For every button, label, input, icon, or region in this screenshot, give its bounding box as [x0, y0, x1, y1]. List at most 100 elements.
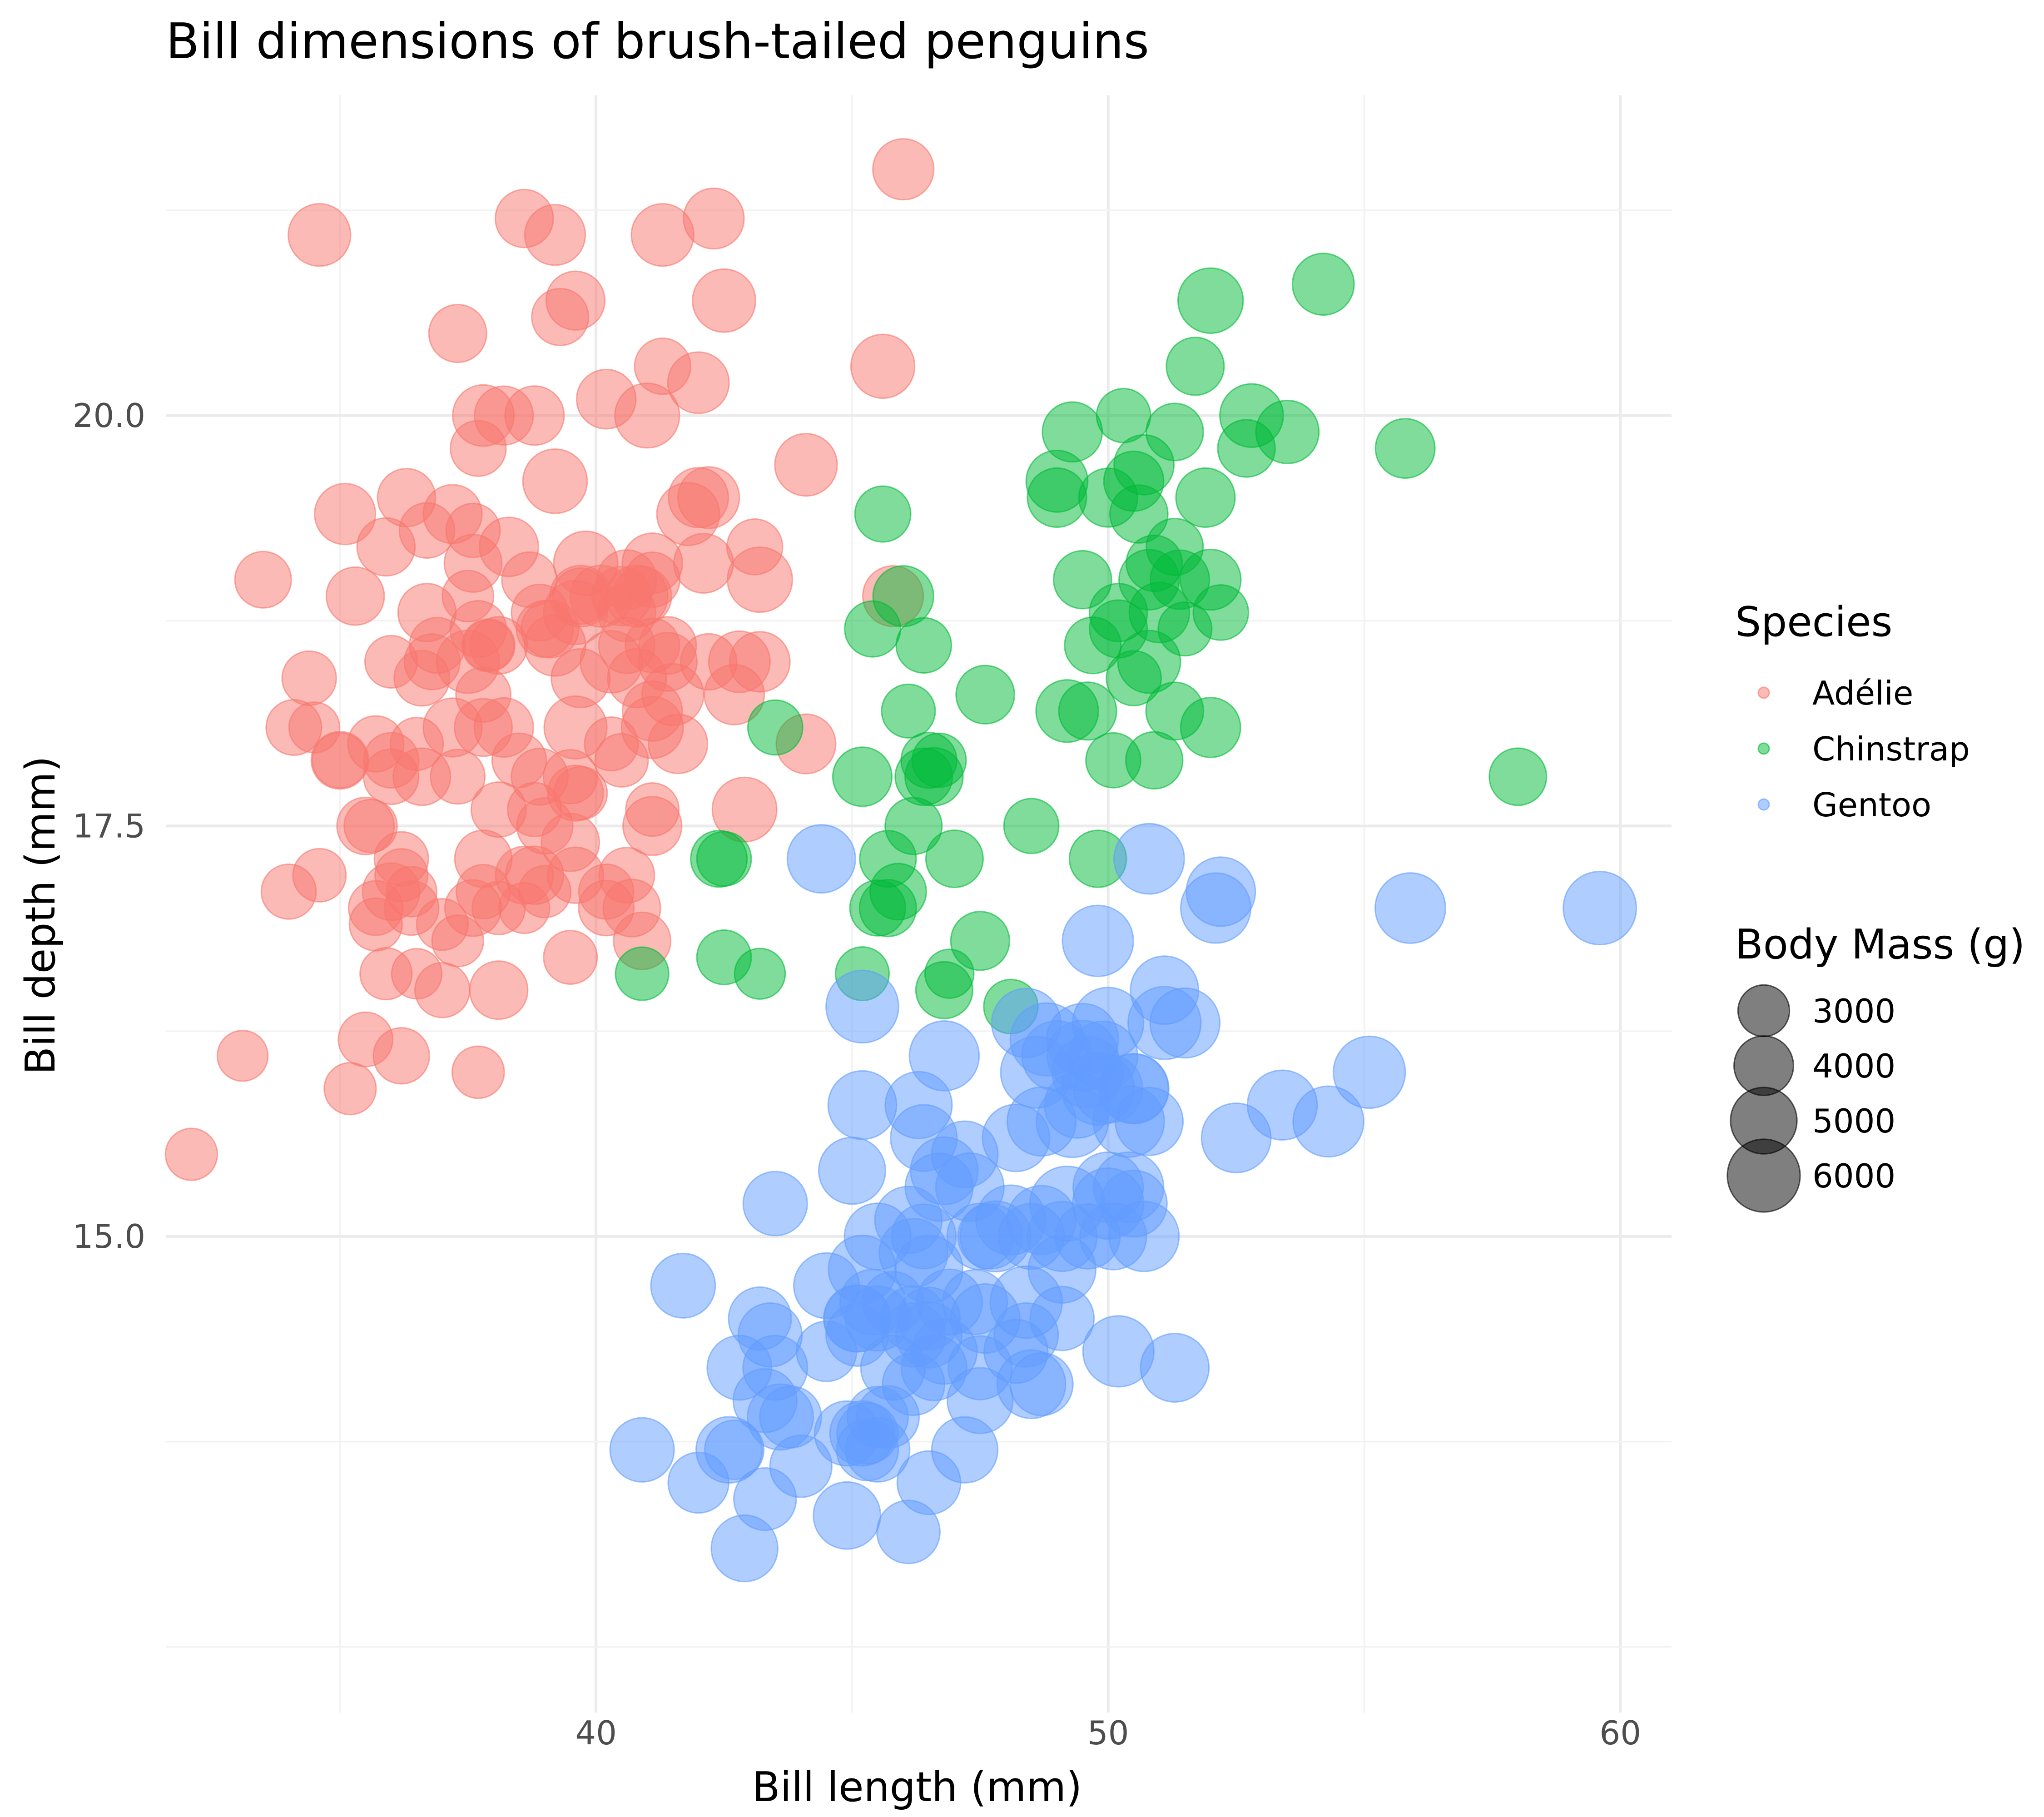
- point-gentoo: [1100, 1169, 1168, 1238]
- y-tick-label: 15.0: [73, 1217, 145, 1256]
- legend-label-species: Chinstrap: [1812, 730, 1970, 768]
- point-chinstrap: [1255, 399, 1320, 464]
- data-points: [164, 138, 1637, 1583]
- point-chinstrap: [858, 879, 917, 938]
- point-gentoo: [704, 1420, 765, 1480]
- point-adlie: [774, 433, 838, 497]
- y-tick-label: 20.0: [73, 397, 145, 435]
- point-chinstrap: [1089, 599, 1148, 659]
- point-adlie: [281, 650, 337, 706]
- point-adlie: [314, 483, 377, 546]
- point-gentoo: [818, 1137, 886, 1205]
- point-adlie: [850, 333, 916, 399]
- x-axis-ticks: 40 50 60: [575, 1714, 1641, 1752]
- point-adlie: [523, 614, 586, 677]
- point-adlie: [692, 268, 756, 333]
- point-chinstrap: [1085, 732, 1141, 789]
- point-adlie: [428, 303, 487, 363]
- point-gentoo: [786, 824, 856, 894]
- point-adlie: [359, 947, 413, 1001]
- point-adlie: [164, 1127, 218, 1181]
- point-gentoo: [828, 1235, 897, 1304]
- point-adlie: [323, 1062, 377, 1116]
- point-chinstrap: [915, 961, 973, 1019]
- species-legend-title: Species: [1735, 598, 1892, 646]
- y-axis-ticks: 15.0 17.5 20.0: [73, 397, 145, 1256]
- point-chinstrap: [696, 929, 752, 985]
- point-adlie: [310, 731, 370, 790]
- point-chinstrap: [1175, 467, 1236, 528]
- point-gentoo: [1333, 1035, 1406, 1109]
- point-adlie: [414, 962, 471, 1018]
- point-adlie: [454, 698, 513, 757]
- point-gentoo: [931, 1416, 999, 1484]
- point-adlie: [260, 864, 317, 920]
- point-chinstrap: [1003, 798, 1060, 854]
- point-gentoo: [911, 1318, 978, 1385]
- point-chinstrap: [1180, 697, 1241, 758]
- point-gentoo: [891, 1203, 957, 1270]
- point-chinstrap: [1166, 337, 1225, 396]
- point-gentoo: [609, 1417, 675, 1483]
- point-adlie: [673, 533, 734, 594]
- x-tick-label: 50: [1087, 1714, 1129, 1752]
- point-gentoo: [827, 1070, 898, 1140]
- point-adlie: [518, 865, 572, 918]
- point-adlie: [602, 879, 661, 938]
- point-adlie: [362, 862, 421, 921]
- point-gentoo: [1113, 823, 1185, 895]
- species-legend: Species Adélie Chinstrap Gentoo: [1735, 598, 1970, 824]
- point-gentoo: [737, 1302, 803, 1368]
- point-adlie: [234, 551, 292, 609]
- point-adlie: [216, 1030, 269, 1082]
- point-gentoo: [993, 1302, 1059, 1368]
- point-gentoo: [1374, 872, 1446, 944]
- legend-key-gentoo: [1757, 798, 1770, 811]
- point-adlie: [575, 368, 637, 430]
- point-gentoo: [1563, 871, 1637, 946]
- size-legend-key: [1726, 1138, 1801, 1213]
- legend-key-chinstrap: [1757, 742, 1770, 755]
- point-chinstrap: [1374, 418, 1436, 479]
- point-adlie: [325, 566, 385, 626]
- size-legend-key: [1733, 1035, 1794, 1096]
- point-chinstrap: [955, 665, 1015, 725]
- point-adlie: [543, 695, 608, 760]
- point-adlie: [622, 796, 683, 856]
- point-adlie: [470, 781, 527, 838]
- x-tick-label: 40: [575, 1714, 617, 1752]
- chart-title: Bill dimensions of brush-tailed penguins: [166, 13, 1149, 70]
- point-adlie: [491, 732, 547, 788]
- point-adlie: [362, 748, 420, 805]
- point-chinstrap: [859, 830, 917, 888]
- point-gentoo: [931, 1120, 999, 1188]
- point-gentoo: [732, 1368, 798, 1433]
- point-chinstrap: [1488, 747, 1548, 806]
- point-adlie: [872, 138, 935, 201]
- point-chinstrap: [881, 683, 936, 739]
- point-gentoo: [1186, 856, 1256, 927]
- point-adlie: [343, 799, 398, 854]
- point-adlie: [641, 663, 704, 726]
- point-adlie: [677, 466, 740, 529]
- point-gentoo: [1246, 1069, 1318, 1141]
- point-adlie: [726, 518, 784, 576]
- point-gentoo: [710, 1514, 779, 1583]
- point-adlie: [545, 270, 606, 331]
- size-legend-label: 4000: [1812, 1047, 1895, 1085]
- size-legend-label: 6000: [1812, 1157, 1895, 1195]
- point-adlie: [630, 203, 695, 267]
- legend-label-species: Gentoo: [1812, 786, 1931, 824]
- point-adlie: [288, 203, 352, 267]
- point-chinstrap: [747, 699, 804, 756]
- size-legend-label: 5000: [1812, 1102, 1895, 1140]
- body-mass-legend: Body Mass (g) 3000 4000 5000 6000: [1726, 921, 2025, 1213]
- point-adlie: [430, 749, 486, 805]
- point-chinstrap: [832, 746, 893, 807]
- point-chinstrap: [1118, 549, 1180, 611]
- size-legend-key: [1737, 984, 1791, 1038]
- point-chinstrap: [1113, 434, 1175, 496]
- point-chinstrap: [1177, 267, 1244, 334]
- point-adlie: [372, 1027, 430, 1085]
